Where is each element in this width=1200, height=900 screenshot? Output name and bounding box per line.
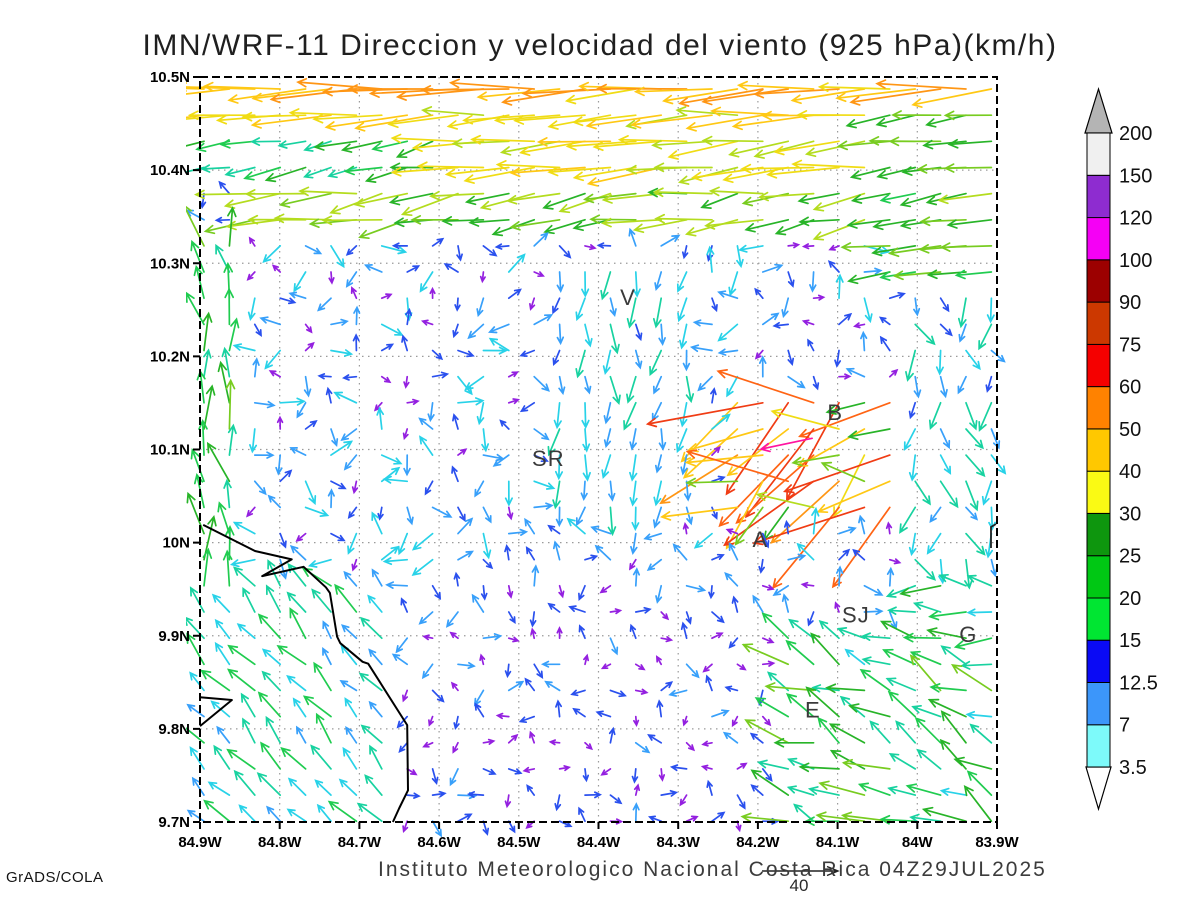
colorbar-segment <box>1086 174 1111 219</box>
x-tick-label: 84.8W <box>258 834 302 851</box>
colorbar-label: 12.5 <box>1119 673 1158 695</box>
axis-ticks <box>193 76 998 829</box>
colorbar-segment <box>1086 639 1111 684</box>
x-tick-label: 84.2W <box>736 834 780 851</box>
colorbar <box>1084 86 1113 812</box>
footer-caption: Instituto Meteorologico Nacional Costa R… <box>378 858 1047 881</box>
colorbar-segment <box>1086 428 1111 472</box>
page-title: IMN/WRF-11 Direccion y velocidad del vie… <box>142 29 1058 62</box>
colorbar-label: 40 <box>1119 461 1141 483</box>
colorbar-segment <box>1086 597 1111 641</box>
y-tick-label: 9.7N <box>158 814 190 831</box>
colorbar-label: 20 <box>1119 588 1141 610</box>
x-tick-label: 84.7W <box>338 834 382 851</box>
colorbar-label: 7 <box>1119 715 1130 737</box>
x-tick-label: 84.5W <box>497 834 541 851</box>
grads-credit: GrADS/COLA <box>6 869 104 886</box>
y-tick-label: 9.8N <box>158 721 190 738</box>
colorbar-label: 25 <box>1119 546 1141 568</box>
gridlines <box>200 77 997 822</box>
colorbar-label: 120 <box>1119 208 1152 230</box>
colorbar-segment <box>1086 301 1111 345</box>
colorbar-label: 3.5 <box>1119 757 1147 779</box>
colorbar-label: 50 <box>1119 419 1141 441</box>
x-tick-label: 83.9W <box>975 834 1019 851</box>
colorbar-label: 60 <box>1119 377 1141 399</box>
y-tick-label: 10.5N <box>150 69 190 86</box>
y-tick-label: 9.9N <box>158 628 190 645</box>
wind-arrows <box>186 77 1007 838</box>
x-tick-label: 84.1W <box>816 834 860 851</box>
y-tick-label: 10.3N <box>150 255 190 272</box>
colorbar-label: 100 <box>1119 250 1152 272</box>
clipped-city-label <box>990 523 997 548</box>
colorbar-segment <box>1086 217 1111 261</box>
city-label-sr: SR <box>532 446 565 471</box>
colorbar-segment <box>1086 132 1111 176</box>
colorbar-segment <box>1086 512 1111 557</box>
plot-frame <box>199 76 998 823</box>
city-label-v: V <box>620 285 636 310</box>
x-tick-label: 84.3W <box>657 834 701 851</box>
colorbar-label: 90 <box>1119 292 1141 314</box>
city-labels: V B SR A SJ G E <box>532 285 977 723</box>
x-tick-label: 84.4W <box>577 834 621 851</box>
reference-arrow-label: 40 <box>789 876 809 895</box>
colorbar-below-arrow <box>1085 766 1112 812</box>
colorbar-above-arrow <box>1084 86 1113 134</box>
city-label-a: A <box>752 527 768 552</box>
colorbar-segment <box>1086 470 1111 514</box>
city-label-g: G <box>959 622 977 647</box>
colorbar-labels: 3.5 7 12.5 15 20 25 30 40 50 60 75 90 100 120 150 200 <box>1119 123 1158 779</box>
city-label-e: E <box>805 697 821 722</box>
x-tick-label: 84.9W <box>178 834 222 851</box>
colorbar-label: 15 <box>1119 630 1141 652</box>
colorbar-segment <box>1086 343 1111 388</box>
colorbar-segment <box>1086 724 1111 768</box>
y-tick-label: 10.4N <box>150 162 190 179</box>
colorbar-label: 75 <box>1119 334 1141 356</box>
y-tick-label: 10N <box>162 535 190 552</box>
colorbar-label: 200 <box>1119 123 1152 145</box>
coastline <box>199 524 409 823</box>
colorbar-label: 30 <box>1119 503 1141 525</box>
colorbar-segment <box>1086 555 1111 599</box>
y-tick-label: 10.2N <box>150 348 190 365</box>
colorbar-segment <box>1086 259 1111 303</box>
city-label-sj: SJ <box>842 602 870 627</box>
y-tick-label: 10.1N <box>150 442 190 459</box>
colorbar-label: 150 <box>1119 165 1152 187</box>
reference-arrow <box>762 865 840 877</box>
x-tick-label: 84.6W <box>417 834 461 851</box>
colorbar-segment <box>1086 386 1111 430</box>
colorbar-segment <box>1086 682 1111 726</box>
axis-tick-labels: 10.5N 10.4N 10.3N 10.2N 10.1N 10N 9.9N 9.8N 9.7N… <box>150 69 1020 851</box>
x-tick-label: 84W <box>902 834 934 851</box>
city-label-b: B <box>827 400 843 425</box>
